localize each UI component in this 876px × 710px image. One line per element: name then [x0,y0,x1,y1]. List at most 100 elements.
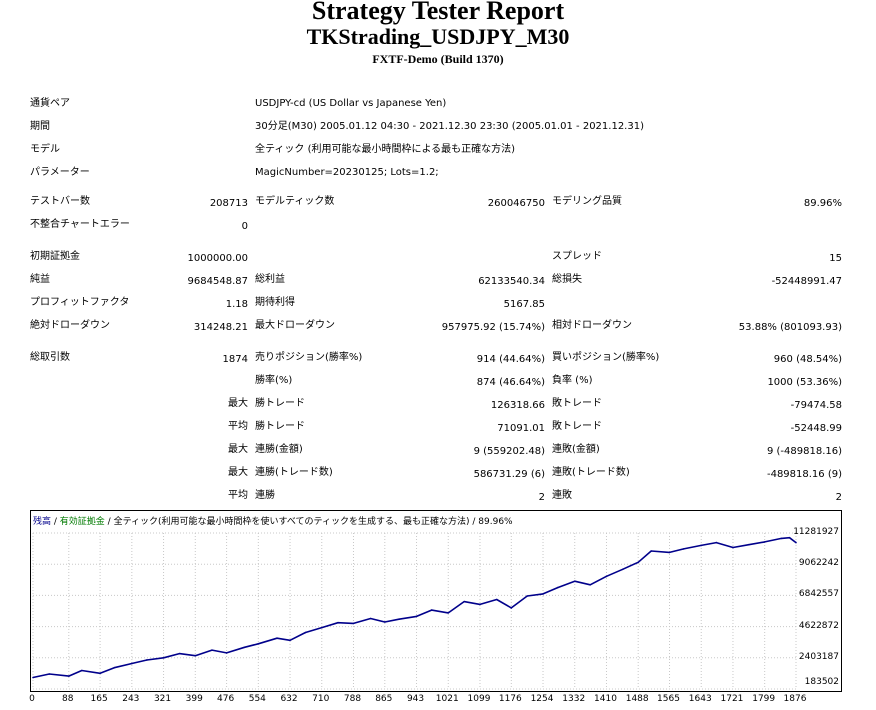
params-value: MagicNumber=20230125; Lots=1.2; [255,167,439,178]
balance-point [780,537,783,540]
balance-point [146,659,148,661]
rel-drawdown-value: 53.88% (801093.93) [738,322,842,333]
long-positions-value: 960 (48.54%) [773,354,842,365]
x-tick-label: 1721 [720,694,744,704]
period-label: 期間 [30,121,50,132]
profit-factor-value: 1.18 [225,299,248,310]
average-prefix: 平均 [228,421,248,432]
balance-point [637,561,639,564]
net-profit-label: 純益 [30,274,50,285]
largest-loss-value: -79474.58 [790,400,842,411]
balance-point [795,541,797,544]
balance-point [131,662,133,665]
balance-point [526,595,528,597]
gross-profit-label: 総利益 [255,274,285,285]
balance-point [81,669,83,672]
balance-point [763,541,766,543]
x-tick-label: 865 [375,694,393,704]
balance-line [32,536,797,679]
gross-loss-label: 総損失 [552,274,582,285]
spread-value: 15 [829,253,842,264]
avg-consec-losses-value: 2 [835,492,842,503]
avg-win-value: 71091.01 [497,423,545,434]
rel-drawdown-label: 相対ドローダウン [552,320,632,331]
balance-point [668,551,671,554]
expected-payoff-value: 5167.85 [503,299,545,310]
avg-consec-wins-value: 2 [538,492,545,503]
balance-point [415,615,418,618]
y-tick-label: 183502 [804,677,839,687]
balance-point [621,568,624,571]
balance-point [337,621,339,624]
x-tick-label: 1799 [752,694,776,704]
win-rate-value: 874 (46.64%) [476,377,545,388]
params-label: パラメーター [30,167,90,178]
balance-point [67,675,70,677]
x-tick-label: 0 [29,694,35,704]
server-build: FXTF-Demo (Build 1370) [372,52,504,66]
max-consec-losses-value: 9 (-489818.16) [766,446,842,457]
x-tick-label: 632 [280,694,298,704]
balance-point [732,546,734,549]
balance-point [48,673,51,675]
balance-point [289,639,291,642]
balance-point [243,646,246,649]
short-positions-value: 914 (44.64%) [476,354,545,365]
legend-sep-1: / [51,517,60,527]
balance-point [589,583,592,586]
x-tick-label: 1410 [594,694,617,704]
balance-point [178,652,181,655]
x-tick-label: 165 [90,694,108,704]
period-value: 30分足(M30) 2005.01.12 04:30 - 2021.12.30 … [255,121,644,132]
max-consec-profit-value: 586731.29 (6) [473,469,545,480]
x-tick-label: 1565 [657,694,680,704]
abs-drawdown-value: 314248.21 [193,322,248,333]
quality-value: 89.96% [803,198,842,209]
avg-consec-prefix: 平均 [228,490,248,501]
balance-point [700,544,703,547]
x-tick-label: 1021 [435,694,459,704]
balance-point [788,536,791,539]
balance-point [542,593,544,595]
total-trades-value: 1874 [222,354,248,365]
gross-loss-value: -52448991.47 [771,276,842,287]
y-tick-label: 4622872 [798,620,839,631]
balance-point [430,609,433,611]
balance-point [463,600,465,603]
max-consec-wins-label: 連勝(金額) [255,444,303,455]
avg-loss-label: 敗トレード [552,421,602,432]
total-trades-label: 総取引数 [30,352,70,363]
x-tick-label: 788 [343,694,362,704]
legend-quality: / 89.96% [469,517,513,527]
balance-point [162,657,165,659]
legend-sep-2: / [104,517,114,527]
model-label: モデル [30,144,60,155]
gross-profit-value: 62133540.34 [478,276,545,287]
legend-equity: 有効証拠金 [59,517,105,527]
max-consec-prefix-2: 最大 [228,467,248,478]
avg-win-label: 勝トレード [255,421,305,432]
expected-payoff-label: 期待利得 [255,297,295,308]
balance-point [384,621,386,623]
symbol-value: USDJPY-cd (US Dollar vs Japanese Yen) [255,98,447,109]
x-tick-label: 1488 [625,694,649,704]
mismatch-label: 不整合チャートエラー [30,219,130,230]
loss-rate-value: 1000 (53.36%) [767,377,842,388]
balance-point [748,543,750,546]
y-tick-label: 9062242 [798,558,839,569]
x-tick-label: 476 [217,694,235,704]
spread-label: スプレッド [552,251,602,262]
balance-point [650,550,653,552]
balance-point [211,649,213,651]
x-tick-label: 321 [153,694,172,704]
max-consec-profit-label: 連勝(トレード数) [255,467,333,478]
bars-label: テストバー数 [30,196,90,207]
balance-point [320,626,323,629]
expert-name: TKStrading_USDJPY_M30 [306,24,570,49]
max-drawdown-label: 最大ドローダウン [255,320,335,331]
x-tick-label: 943 [406,694,425,704]
balance-chart: 残高 / 有効証拠金 / 全ティック(利用可能な最小時間枠を使いすべてのティック… [30,510,842,692]
balance-point [510,607,513,609]
x-tick-label: 1254 [530,694,554,704]
x-tick-label: 1876 [783,694,807,704]
